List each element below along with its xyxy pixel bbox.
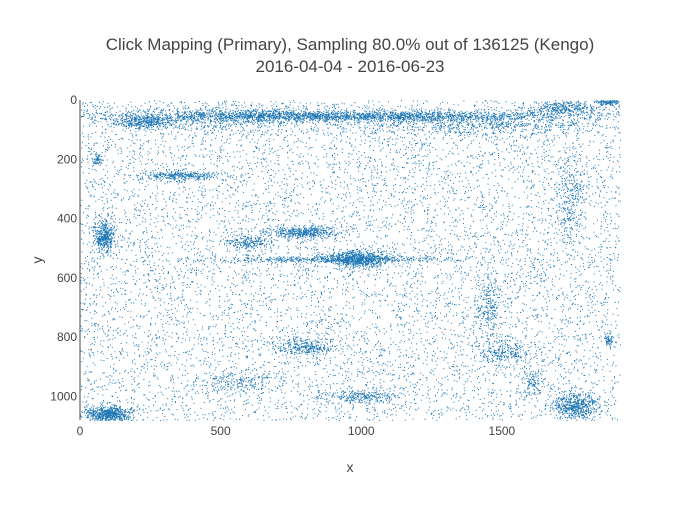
y-axis-ticks: 0 200 400 600 800 1000 bbox=[50, 93, 77, 403]
y-tick-label: 600 bbox=[57, 271, 77, 285]
y-tick-label: 1000 bbox=[50, 389, 77, 403]
y-tick-label: 0 bbox=[70, 93, 77, 107]
x-tick-label: 1500 bbox=[489, 424, 516, 438]
x-axis-title: x bbox=[347, 459, 354, 475]
scatter-points bbox=[80, 100, 621, 421]
x-tick-label: 500 bbox=[211, 424, 231, 438]
y-axis-title: y bbox=[29, 257, 45, 264]
y-tick-label: 800 bbox=[57, 330, 77, 344]
x-tick-label: 0 bbox=[77, 424, 84, 438]
x-axis-ticks: 0 500 1000 1500 bbox=[77, 424, 516, 438]
chart-title-line-2: 2016-04-04 - 2016-06-23 bbox=[255, 57, 444, 76]
y-tick-label: 200 bbox=[57, 152, 77, 166]
x-tick-label: 1000 bbox=[348, 424, 375, 438]
y-tick-label: 400 bbox=[57, 212, 77, 226]
chart-title-line-1: Click Mapping (Primary), Sampling 80.0% … bbox=[106, 35, 595, 54]
scatter-point-cloud bbox=[80, 100, 621, 421]
